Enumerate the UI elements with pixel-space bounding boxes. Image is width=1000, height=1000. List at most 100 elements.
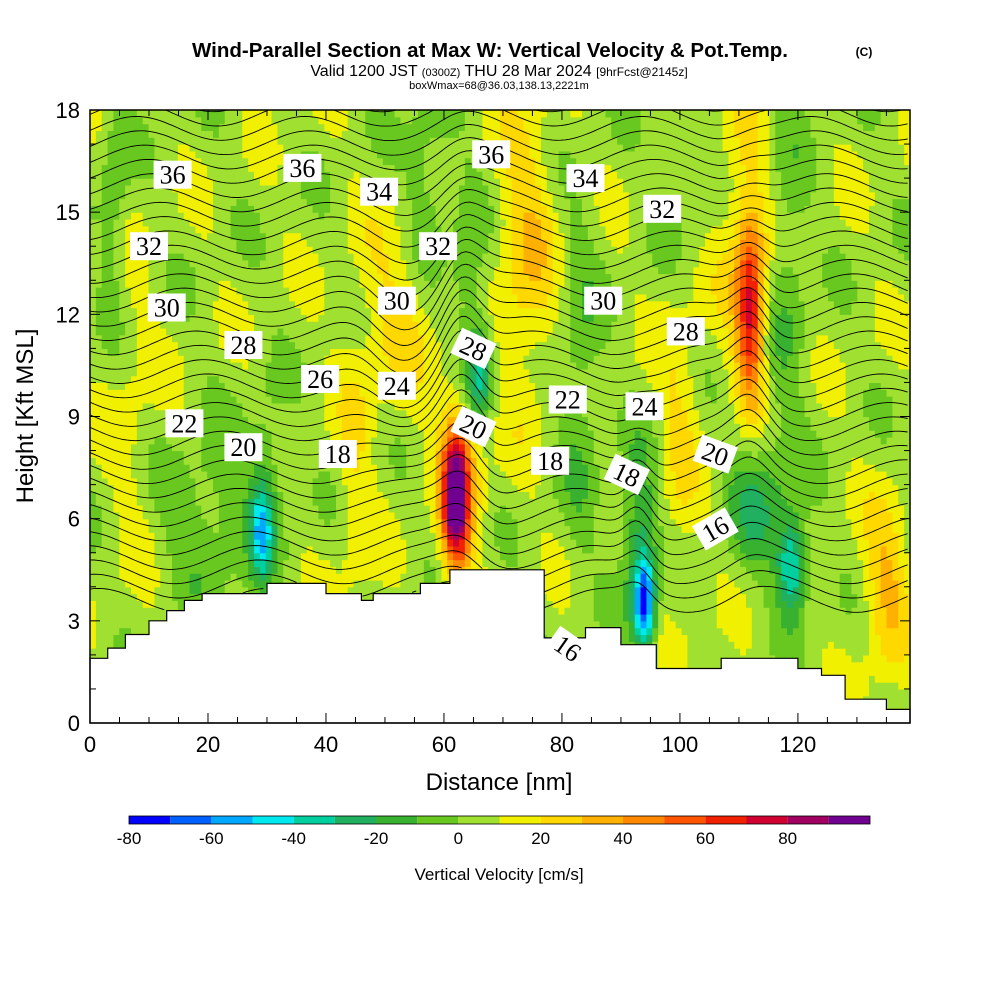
velocity-cell xyxy=(95,130,103,138)
velocity-cell xyxy=(95,607,103,615)
velocity-cell xyxy=(136,327,144,336)
velocity-cell xyxy=(242,539,249,547)
velocity-cell xyxy=(406,150,413,159)
velocity-cell xyxy=(265,144,273,152)
velocity-cell xyxy=(336,416,343,424)
velocity-cell xyxy=(377,498,384,506)
velocity-cell xyxy=(336,566,343,574)
velocity-cell xyxy=(300,116,308,125)
velocity-cell xyxy=(207,484,214,493)
velocity-cell xyxy=(201,123,208,132)
velocity-cell xyxy=(265,327,273,336)
velocity-cell xyxy=(218,532,226,540)
velocity-cell xyxy=(183,150,191,159)
velocity-cell xyxy=(107,532,115,540)
velocity-cell xyxy=(166,573,173,581)
velocity-cell xyxy=(160,402,167,411)
velocity-cell xyxy=(177,205,185,213)
velocity-cell xyxy=(289,205,296,213)
velocity-cell xyxy=(160,525,167,533)
velocity-cell xyxy=(265,225,273,234)
velocity-cell xyxy=(259,157,267,166)
velocity-cell xyxy=(213,246,220,254)
velocity-cell xyxy=(160,266,167,275)
velocity-cell xyxy=(318,532,325,540)
velocity-cell xyxy=(289,110,296,118)
velocity-cell xyxy=(306,307,314,315)
velocity-cell xyxy=(265,423,273,431)
velocity-cell xyxy=(136,614,144,622)
velocity-cell xyxy=(300,464,308,472)
velocity-cell xyxy=(224,144,232,152)
velocity-cell xyxy=(183,498,191,506)
velocity-cell xyxy=(119,382,126,390)
velocity-cell xyxy=(242,545,249,554)
velocity-cell xyxy=(107,607,115,615)
velocity-cell xyxy=(236,573,243,581)
velocity-cell xyxy=(189,389,197,397)
velocity-cell xyxy=(382,205,390,213)
velocity-cell xyxy=(236,287,243,295)
velocity-cell xyxy=(218,334,226,343)
velocity-cell xyxy=(265,470,273,479)
velocity-cell xyxy=(101,307,109,315)
velocity-cell xyxy=(371,212,378,220)
velocity-cell xyxy=(101,348,109,356)
velocity-cell xyxy=(283,566,290,574)
velocity-cell xyxy=(183,477,191,486)
velocity-cell xyxy=(254,518,261,527)
velocity-cell xyxy=(113,368,120,377)
velocity-cell xyxy=(142,123,150,132)
velocity-cell xyxy=(289,184,296,193)
velocity-cell xyxy=(136,259,144,268)
chart-subtitle-box: boxWmax=68@36.03,138.13,2221m xyxy=(409,80,589,92)
velocity-cell xyxy=(95,123,103,132)
velocity-cell xyxy=(95,266,103,275)
velocity-cell xyxy=(119,123,126,132)
velocity-cell xyxy=(224,375,232,384)
velocity-cell xyxy=(201,253,208,261)
velocity-cell xyxy=(359,484,366,493)
velocity-cell xyxy=(382,232,390,241)
velocity-cell xyxy=(277,334,284,343)
velocity-cell xyxy=(207,430,214,438)
velocity-cell xyxy=(172,498,179,506)
velocity-cell xyxy=(312,416,320,424)
velocity-cell xyxy=(341,321,349,329)
velocity-cell xyxy=(201,498,208,506)
velocity-cell xyxy=(166,321,173,329)
velocity-cell xyxy=(95,593,103,601)
velocity-cell xyxy=(271,178,279,186)
velocity-cell xyxy=(95,144,103,152)
velocity-cell xyxy=(283,416,290,424)
velocity-cell xyxy=(107,157,115,166)
velocity-cell xyxy=(400,157,407,166)
velocity-cell xyxy=(101,164,109,172)
velocity-cell xyxy=(218,218,226,227)
velocity-cell xyxy=(265,239,273,247)
velocity-cell xyxy=(154,402,161,411)
velocity-cell xyxy=(365,409,372,418)
velocity-cell xyxy=(353,552,361,561)
velocity-cell xyxy=(324,491,331,499)
velocity-cell xyxy=(236,532,243,540)
velocity-cell xyxy=(177,334,185,343)
velocity-cell xyxy=(289,552,296,561)
velocity-cell xyxy=(195,280,202,288)
velocity-cell xyxy=(107,477,115,486)
velocity-cell xyxy=(160,470,167,479)
velocity-cell xyxy=(90,566,97,574)
velocity-cell xyxy=(277,396,284,404)
velocity-cell xyxy=(336,511,343,520)
velocity-cell xyxy=(166,150,173,159)
velocity-cell xyxy=(359,573,366,581)
velocity-cell xyxy=(371,552,378,561)
velocity-cell xyxy=(412,470,419,479)
velocity-cell xyxy=(359,341,366,349)
velocity-cell xyxy=(218,300,226,309)
velocity-cell xyxy=(131,552,138,561)
velocity-cell xyxy=(195,579,202,588)
velocity-cell xyxy=(271,205,279,213)
velocity-cell xyxy=(166,327,173,336)
velocity-cell xyxy=(289,300,296,309)
